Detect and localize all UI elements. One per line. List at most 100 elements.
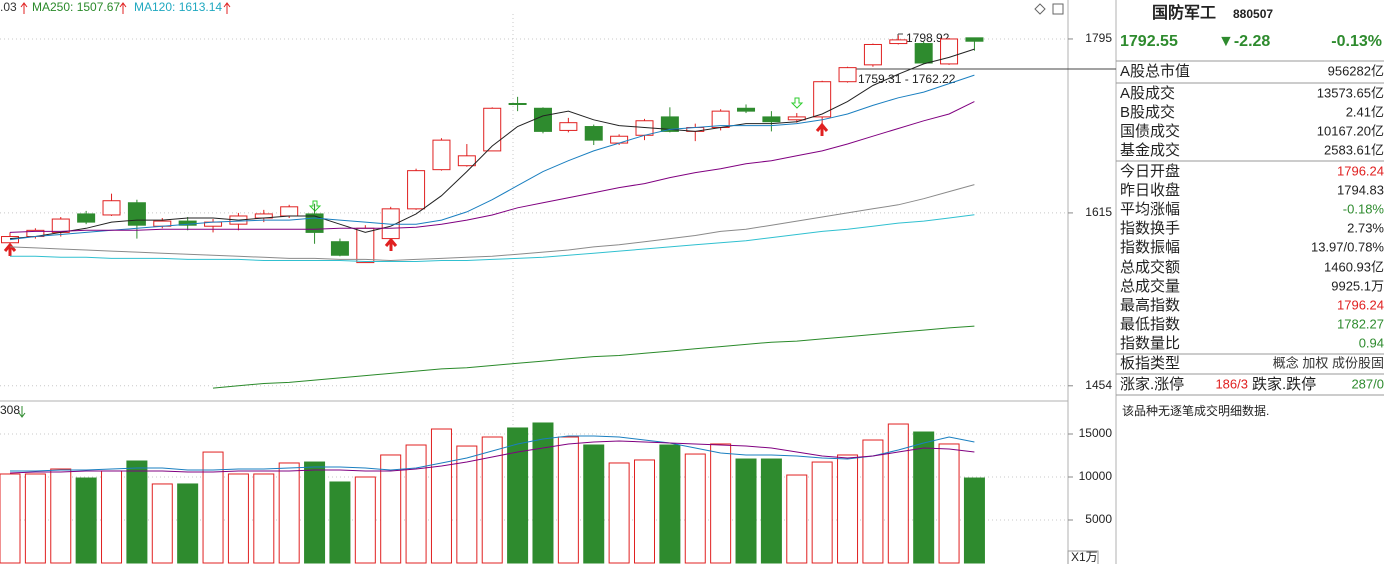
volume-bar	[126, 460, 148, 564]
candle-body	[77, 213, 96, 223]
candle-body	[457, 155, 476, 167]
quote-label: 基金成交	[1120, 141, 1180, 159]
volume-bar	[735, 458, 757, 564]
volume-bar	[862, 439, 884, 564]
volume-bar	[837, 454, 859, 564]
volume-bar	[202, 451, 224, 564]
ma-line	[10, 214, 975, 262]
candle-body	[51, 218, 70, 233]
window-button[interactable]	[1052, 3, 1064, 15]
header-label: MA120: 1613.14	[134, 0, 222, 14]
volume-header: 308	[0, 403, 20, 417]
volume-bar	[75, 477, 97, 564]
y-tick-label: 1615	[1085, 205, 1112, 219]
volume-bar	[659, 444, 681, 564]
quote-label: 指数量比	[1120, 335, 1180, 352]
quote-label: 昨日收盘	[1120, 181, 1180, 199]
quote-label: 板指类型	[1120, 354, 1180, 372]
volume-bar	[634, 459, 655, 564]
quote-value: 0.94	[1359, 335, 1384, 350]
quote-change: ▼-2.28	[1218, 33, 1270, 50]
candle-body	[407, 170, 426, 210]
quote-value: 1782.27	[1337, 316, 1384, 331]
ma-line	[212, 325, 975, 389]
y-tick-label: 5000	[1085, 512, 1112, 526]
note: 该品种无逐笔成交明细数据.	[1122, 403, 1269, 418]
candle-body	[889, 39, 908, 45]
candle-body	[127, 202, 146, 226]
candle-body	[1, 236, 19, 244]
volume-bar	[227, 473, 249, 564]
annotation: 1798.92	[906, 31, 950, 45]
candle-body	[762, 116, 781, 123]
ma-line	[9, 101, 975, 233]
candle-body	[965, 37, 984, 42]
quote-value: 10167.20亿	[1317, 123, 1384, 138]
candle-body	[838, 67, 857, 83]
quote-value: 13.97/0.78%	[1311, 239, 1384, 254]
y-tick-label: 10000	[1079, 469, 1113, 483]
volume-bar	[811, 461, 833, 564]
unit-box	[1067, 550, 1099, 564]
quote-value: 概念 加权 成份股固	[1273, 355, 1384, 370]
down-icon	[18, 406, 26, 418]
quote-value: 9925.1万	[1331, 278, 1384, 293]
quote-label: 总成交额	[1120, 258, 1180, 276]
quote-label: 今日开盘	[1120, 162, 1180, 180]
y-tick-label: 1454	[1085, 378, 1112, 392]
volume-bar	[532, 422, 554, 564]
up-icon	[223, 2, 231, 14]
candle-body	[660, 116, 679, 132]
quote-value: 1796.24	[1337, 163, 1384, 178]
ma-line	[10, 435, 975, 472]
quote-label: 最高指数	[1120, 297, 1180, 314]
volume-bar	[177, 483, 199, 564]
candle-body	[940, 38, 959, 65]
quote-value: 1460.93亿	[1324, 259, 1384, 274]
volume-bar	[430, 428, 452, 564]
breadth-value: 287/0	[1351, 376, 1384, 391]
candle-body	[102, 200, 121, 216]
candle-body	[787, 116, 806, 121]
candle-body	[737, 107, 756, 112]
volume-bar	[151, 483, 173, 564]
quote-value: 2.73%	[1347, 220, 1384, 235]
candle-body	[584, 126, 603, 141]
candle-body	[508, 102, 527, 105]
candle-body	[533, 107, 552, 132]
buy-signal	[384, 237, 398, 251]
quote-value: 13573.65亿	[1317, 85, 1384, 100]
volume-bar	[380, 454, 402, 564]
volume-bar	[507, 427, 529, 564]
volume-bar	[0, 473, 21, 564]
quote-value: -0.18%	[1343, 201, 1384, 216]
up-icon	[20, 2, 28, 14]
volume-bar	[887, 423, 909, 564]
candle-body	[863, 43, 882, 66]
volume-bar	[684, 453, 706, 564]
up-icon	[119, 2, 127, 14]
quote-value: 956282亿	[1328, 63, 1384, 78]
volume-bar	[481, 436, 503, 564]
breadth-label: 跌家.跌停	[1252, 376, 1316, 393]
quote-label: A股总市值	[1120, 63, 1190, 80]
quote-label: 指数换手	[1120, 220, 1180, 237]
unit-label: X1万	[1071, 550, 1098, 564]
volume-bar	[608, 462, 630, 564]
quote-code: 880507	[1233, 7, 1273, 21]
ma-line	[9, 74, 975, 241]
quote-name: 国防军工	[1152, 3, 1216, 22]
volume-bar	[329, 481, 351, 564]
quote-value: 2.41亿	[1346, 104, 1384, 119]
volume-bar	[938, 443, 960, 564]
volume-bar	[557, 436, 579, 564]
breadth-value: 186/3	[1215, 376, 1248, 391]
diamond-button[interactable]	[1034, 3, 1046, 15]
candle-body	[711, 110, 730, 129]
candle-body	[280, 206, 299, 217]
volume-bar	[913, 431, 935, 564]
candle-body	[432, 139, 451, 171]
quote-value: 2583.61亿	[1324, 142, 1384, 157]
volume-bar	[278, 462, 300, 564]
